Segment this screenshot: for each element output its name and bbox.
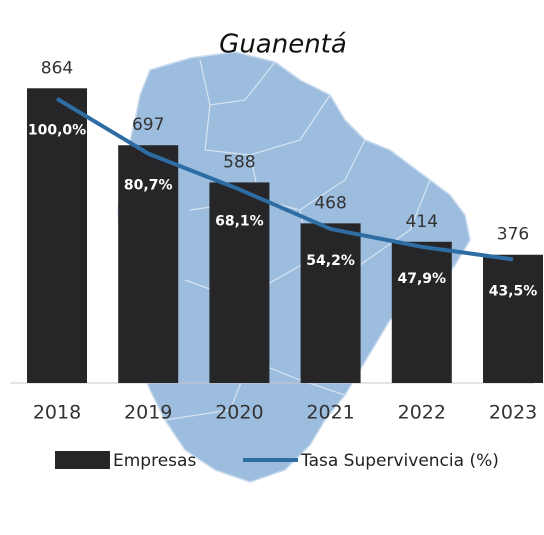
line-value-label: 43,5% [489, 283, 538, 299]
bar [300, 223, 361, 383]
x-tick-label: 2020 [215, 402, 263, 424]
bar [209, 182, 270, 383]
line-value-label: 54,2% [306, 253, 355, 269]
line-value-label: 80,7% [124, 178, 173, 194]
chart-title: Guanentá [219, 30, 347, 60]
bar-value-label: 414 [406, 212, 438, 232]
bar [391, 241, 452, 383]
legend-label: Empresas [113, 451, 196, 471]
line-value-label: 47,9% [398, 271, 447, 287]
bar [27, 88, 87, 383]
legend-label: Tasa Supervivencia (%) [300, 451, 499, 471]
x-tick-label: 2018 [33, 402, 81, 424]
bar-value-label: 376 [497, 225, 529, 245]
line [55, 97, 514, 262]
x-tick-label: 2022 [398, 402, 446, 424]
bar [118, 145, 179, 383]
bar [483, 254, 543, 383]
x-tick-label: 2021 [306, 402, 354, 424]
bar-value-label: 697 [132, 115, 164, 135]
x-tick-label: 2023 [489, 402, 537, 424]
line-value-label: 68,1% [215, 213, 264, 229]
legend-swatch [55, 451, 110, 469]
bar-value-label: 468 [314, 193, 346, 213]
bar-value-label: 588 [223, 152, 255, 172]
bar-value-label: 864 [41, 58, 73, 78]
x-tick-label: 2019 [124, 402, 172, 424]
line-value-label: 100,0% [28, 123, 86, 139]
